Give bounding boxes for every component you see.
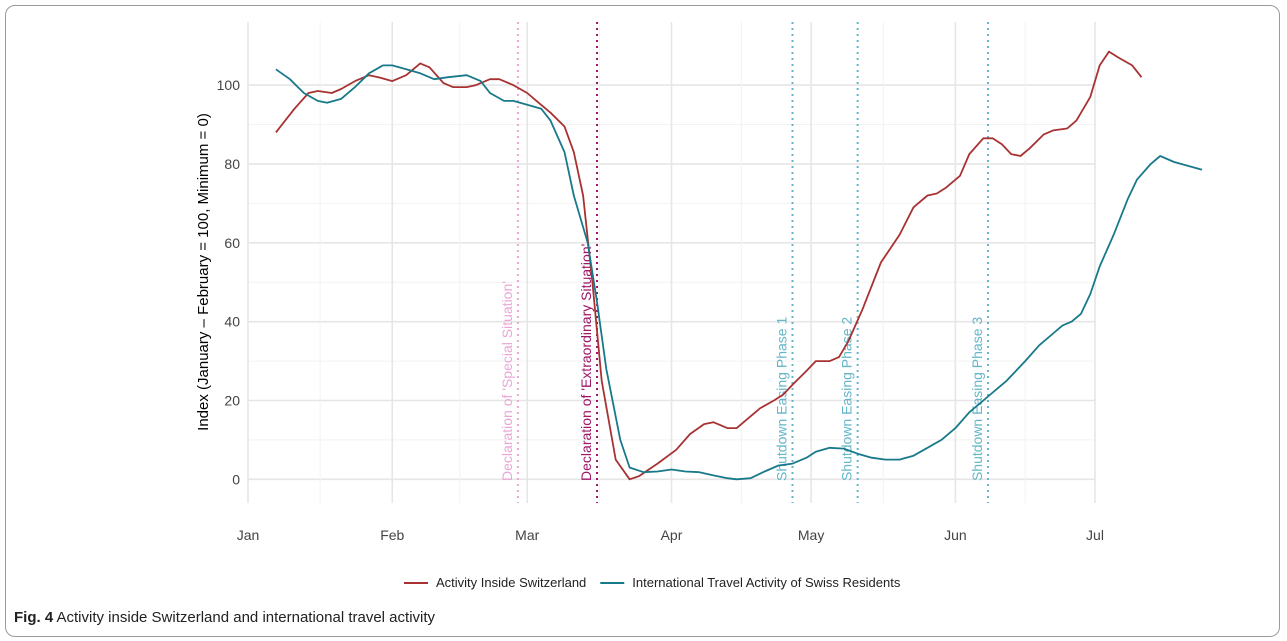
y-tick-label: 0 [232,471,240,487]
y-tick-labels: 0 20 40 60 80 100 [217,77,241,487]
caption-text: Activity inside Switzerland and internat… [53,609,436,626]
event-marker-label: Shutdown Easing Phase 2 [839,317,855,481]
legend-label: Activity Inside Switzerland [436,575,586,590]
grid [247,22,1096,503]
caption-label: Fig. 4 [14,609,54,626]
legend: Activity Inside Switzerland International… [404,575,901,590]
event-marker-label: Declaration of 'Special Situation' [499,281,515,481]
x-tick-label: May [798,527,824,543]
x-tick-label: Jan [237,527,260,543]
line-chart: Declaration of 'Special Situation' Declar… [195,22,1203,590]
x-tick-labels: Jan Feb Mar Apr May Jun Jul [237,527,1104,543]
x-tick-label: Apr [661,527,683,543]
event-marker-label: Shutdown Easing Phase 3 [969,317,985,481]
series-line [275,64,1203,481]
x-tick-label: Mar [515,527,539,543]
figure-caption: Fig. 4 Activity inside Switzerland and i… [14,609,435,626]
x-tick-label: Feb [380,527,404,543]
y-tick-label: 100 [217,77,241,93]
legend-label: International Travel Activity of Swiss R… [632,575,901,590]
event-marker-label: Declaration of 'Extraordinary Situation' [578,244,594,481]
x-tick-label: Jul [1086,527,1104,543]
series-line [275,50,1143,481]
y-axis-label: Index (January – February = 100, Minimum… [195,113,212,431]
y-tick-label: 60 [224,235,240,251]
series-lines [275,50,1203,481]
y-tick-label: 80 [224,156,240,172]
event-markers: Declaration of 'Special Situation' Declar… [499,22,989,503]
event-marker-label: Shutdown Easing Phase 1 [774,317,790,481]
y-tick-label: 20 [224,392,240,408]
y-tick-label: 40 [224,314,240,330]
x-tick-label: Jun [944,527,967,543]
